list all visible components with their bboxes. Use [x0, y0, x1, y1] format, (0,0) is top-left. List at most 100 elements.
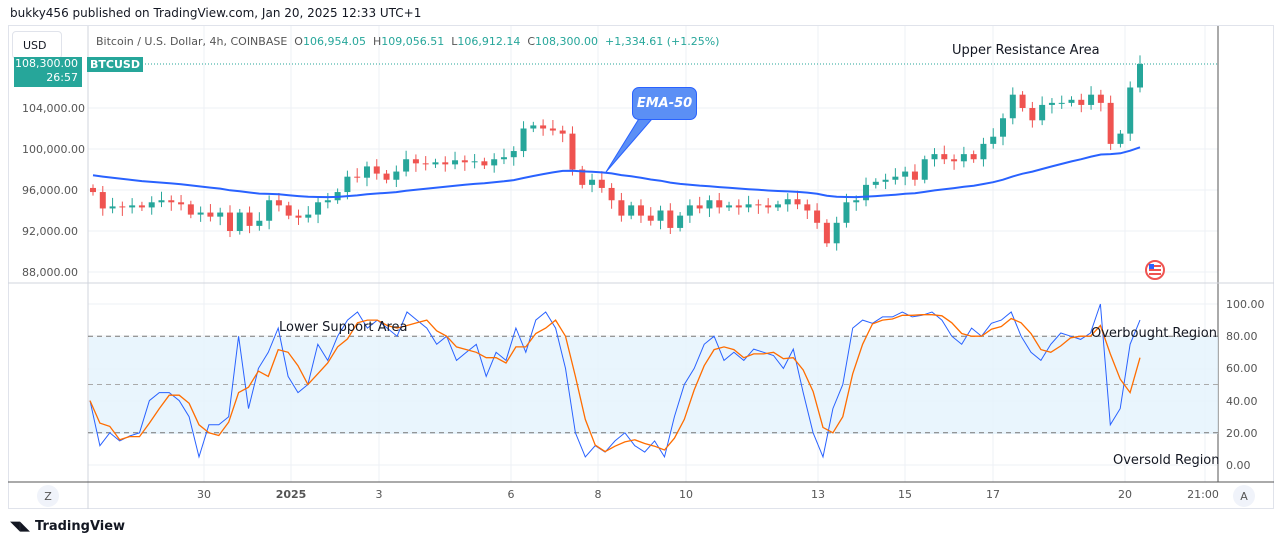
candle-up — [784, 199, 791, 205]
candle-down — [1019, 94, 1026, 108]
open-value: 106,954.05 — [302, 35, 366, 48]
candle-down — [275, 200, 282, 206]
candles — [90, 55, 1143, 251]
candle-down — [1097, 94, 1104, 103]
candle-down — [765, 205, 772, 208]
candle-up — [217, 212, 224, 217]
candle-up — [491, 159, 498, 166]
stoch-tick: 0.00 — [1226, 459, 1251, 472]
candle-up — [931, 154, 938, 160]
candle-down — [540, 125, 547, 129]
candle-up — [980, 143, 987, 160]
date-tick: 20 — [1118, 488, 1132, 501]
date-tick: 6 — [507, 488, 515, 501]
candle-countdown: 26:57 — [46, 71, 78, 84]
candle-down — [461, 160, 468, 163]
candle-down — [285, 205, 292, 216]
candle-up — [1039, 104, 1046, 121]
high-value: 109,056.51 — [381, 35, 445, 48]
candle-up — [530, 125, 537, 129]
date-tick: 13 — [811, 488, 825, 501]
candle-down — [1078, 99, 1085, 105]
candle-up — [510, 151, 517, 158]
candle-down — [911, 171, 918, 180]
candle-up — [960, 154, 967, 162]
date-tick: 17 — [986, 488, 1000, 501]
candle-down — [295, 215, 302, 218]
candle-down — [618, 200, 625, 216]
candle-up — [1117, 133, 1124, 144]
currency-selector[interactable]: USD — [12, 31, 62, 59]
candle-up — [1000, 118, 1007, 137]
candle-down — [716, 200, 723, 208]
candle-down — [569, 133, 576, 170]
candle-down — [178, 202, 185, 205]
candle-up — [726, 205, 733, 208]
zoom-z-button[interactable]: Z — [37, 485, 59, 507]
candle-up — [363, 166, 370, 178]
candle-up — [990, 136, 997, 144]
candle-down — [667, 210, 674, 228]
candle-up — [500, 157, 507, 160]
candle-up — [902, 171, 909, 177]
price-tick: 100,000.00 — [22, 143, 85, 156]
candle-down — [187, 204, 194, 215]
date-tick: 3 — [375, 488, 383, 501]
date-tick: 15 — [898, 488, 912, 501]
ema-callout-pointer — [605, 116, 653, 173]
candle-down — [794, 199, 801, 205]
stoch-tick: 80.00 — [1226, 330, 1258, 343]
candle-down — [814, 210, 821, 223]
date-tick: 2025 — [275, 488, 307, 501]
publisher-line: bukky456 published on TradingView.com, J… — [10, 6, 422, 20]
low-value: 106,912.14 — [457, 35, 521, 48]
ema-50-line — [92, 146, 1141, 199]
candle-up — [921, 159, 928, 180]
candle-up — [1127, 87, 1134, 134]
annotation-ema-50: EMA-50 — [632, 87, 697, 120]
candle-down — [941, 154, 948, 160]
candle-up — [1068, 99, 1075, 103]
candle-up — [872, 181, 879, 185]
price-tick: 88,000.00 — [22, 266, 78, 279]
candle-up — [677, 215, 684, 228]
annotation-overbought: Overbought Region — [1091, 326, 1217, 341]
candle-up — [315, 202, 322, 215]
price-tick: 104,000.00 — [22, 102, 85, 115]
candle-down — [823, 222, 830, 244]
candle-up — [833, 222, 840, 244]
candle-up — [520, 128, 527, 152]
candle-down — [970, 154, 977, 160]
stoch-k-line — [89, 303, 1141, 459]
price-tick: 96,000.00 — [22, 184, 78, 197]
candle-up — [109, 206, 116, 209]
candle-up — [148, 202, 155, 208]
candle-up — [236, 212, 243, 231]
candle-down — [549, 128, 556, 131]
candle-down — [168, 200, 175, 203]
close-value: 108,300.00 — [535, 35, 599, 48]
candle-up — [843, 202, 850, 223]
candle-down — [637, 205, 644, 216]
candle-up — [305, 214, 312, 218]
candle-up — [863, 184, 870, 201]
candle-down — [138, 205, 145, 208]
candle-up — [1009, 94, 1016, 119]
candle-up — [266, 200, 273, 221]
candle-down — [226, 212, 233, 231]
candle-up — [471, 161, 478, 163]
candle-down — [579, 169, 586, 185]
candle-up — [853, 200, 860, 203]
candle-down — [647, 215, 654, 221]
candle-down — [696, 205, 703, 209]
auto-scale-button[interactable]: A — [1233, 485, 1255, 507]
candle-down — [755, 204, 762, 206]
candle-down — [442, 162, 449, 165]
date-tick: 10 — [679, 488, 693, 501]
tradingview-logo: ◥◣ TradingView — [10, 519, 126, 534]
candle-up — [589, 179, 596, 185]
stoch-d-line — [89, 314, 1141, 453]
stoch-tick: 60.00 — [1226, 362, 1258, 375]
date-tick: 30 — [197, 488, 211, 501]
